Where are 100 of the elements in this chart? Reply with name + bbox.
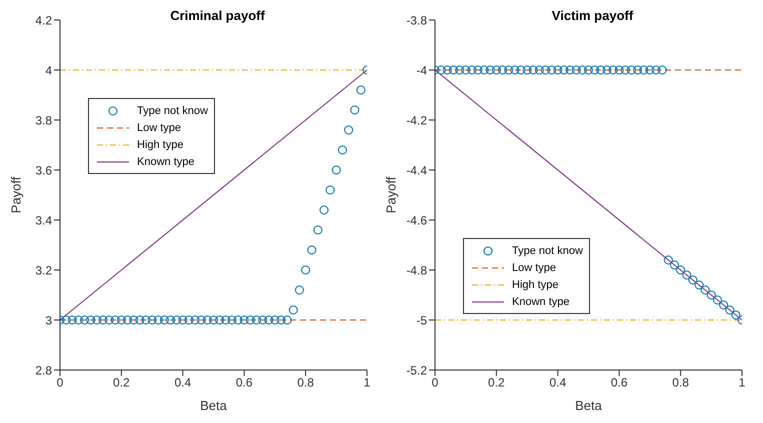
y-tick-label: 3.8 bbox=[35, 113, 52, 128]
point bbox=[534, 66, 544, 74]
x-tick-label: 0.6 bbox=[610, 376, 628, 390]
point bbox=[626, 66, 636, 74]
point bbox=[221, 316, 230, 324]
chart-title: Victim payoff bbox=[550, 8, 634, 23]
point bbox=[129, 316, 138, 324]
y-tick-label: -4.2 bbox=[406, 113, 428, 128]
point bbox=[154, 316, 163, 324]
legend-label: Known type bbox=[512, 296, 570, 308]
chart-title: Criminal payoff bbox=[169, 8, 266, 23]
point bbox=[553, 66, 562, 74]
point bbox=[658, 66, 667, 74]
point bbox=[332, 166, 341, 174]
point bbox=[288, 306, 298, 314]
point bbox=[719, 300, 728, 310]
x-tick-label: 0.4 bbox=[549, 376, 566, 390]
point bbox=[688, 276, 698, 284]
point bbox=[620, 66, 630, 74]
point bbox=[448, 66, 458, 74]
x-tick-label: 0.4 bbox=[174, 376, 192, 390]
point bbox=[578, 66, 587, 74]
point bbox=[584, 66, 593, 74]
point bbox=[190, 316, 200, 324]
point bbox=[215, 316, 224, 324]
point bbox=[313, 226, 322, 234]
y-tick-label: 3.2 bbox=[35, 263, 52, 278]
point bbox=[344, 126, 354, 134]
point bbox=[326, 186, 335, 194]
point bbox=[184, 316, 194, 324]
point bbox=[633, 66, 642, 74]
point bbox=[98, 316, 108, 324]
point bbox=[320, 206, 329, 214]
point bbox=[516, 66, 526, 74]
y-tick-label: -3.8 bbox=[406, 13, 428, 28]
point bbox=[664, 256, 673, 264]
point bbox=[160, 316, 169, 324]
x-tick-label: 0.2 bbox=[113, 376, 130, 390]
point bbox=[473, 66, 482, 74]
point bbox=[486, 66, 495, 74]
point bbox=[172, 316, 182, 324]
x-tick-label: 0 bbox=[56, 376, 64, 390]
point bbox=[652, 66, 661, 74]
point bbox=[670, 260, 679, 270]
point bbox=[510, 66, 520, 74]
point bbox=[541, 66, 550, 74]
point bbox=[547, 66, 556, 74]
y-tick-label: -4.6 bbox=[406, 213, 428, 228]
point bbox=[301, 266, 310, 274]
point bbox=[442, 66, 452, 74]
point bbox=[209, 316, 218, 324]
point bbox=[338, 146, 347, 154]
point bbox=[86, 316, 96, 324]
x-axis-title: Beta bbox=[200, 398, 228, 413]
point bbox=[639, 66, 648, 74]
y-tick-label: -4.4 bbox=[406, 163, 428, 178]
point bbox=[227, 316, 236, 324]
x-tick-label: 0.6 bbox=[236, 376, 253, 390]
point bbox=[68, 316, 77, 324]
x-tick-label: 0 bbox=[432, 376, 439, 390]
point bbox=[166, 316, 176, 324]
point bbox=[135, 316, 144, 324]
y-tick-label: 3.6 bbox=[35, 163, 52, 178]
y-tick-label: 3.4 bbox=[35, 213, 52, 228]
point bbox=[596, 66, 606, 74]
y-tick-label: -5.2 bbox=[406, 363, 428, 378]
legend-label: Type not know bbox=[512, 244, 583, 256]
point bbox=[602, 66, 612, 74]
point bbox=[504, 66, 514, 74]
point bbox=[645, 66, 654, 74]
point bbox=[252, 316, 261, 324]
point bbox=[110, 316, 120, 324]
point bbox=[148, 316, 157, 324]
x-axis-title: Beta bbox=[575, 398, 603, 413]
legend-label: High type bbox=[137, 138, 184, 150]
point bbox=[141, 316, 150, 324]
point bbox=[614, 66, 624, 74]
point bbox=[264, 316, 274, 324]
point bbox=[455, 66, 464, 74]
point bbox=[608, 66, 618, 74]
y-tick-label: -4 bbox=[416, 63, 428, 78]
point bbox=[694, 280, 704, 290]
point bbox=[712, 296, 722, 304]
legend-label: Known type bbox=[137, 156, 194, 168]
point bbox=[246, 316, 255, 324]
point bbox=[276, 316, 286, 324]
point bbox=[270, 316, 280, 324]
y-tick-label: 3 bbox=[45, 313, 52, 328]
point bbox=[725, 306, 734, 314]
point bbox=[566, 66, 575, 74]
point bbox=[682, 270, 692, 280]
y-axis-title: Payoff bbox=[384, 176, 399, 214]
legend-label: High type bbox=[512, 278, 558, 290]
point bbox=[104, 316, 114, 324]
point bbox=[202, 316, 212, 324]
point bbox=[294, 286, 304, 294]
y-tick-label: 4.2 bbox=[35, 13, 52, 28]
point bbox=[572, 66, 581, 74]
point bbox=[116, 316, 126, 324]
point bbox=[307, 246, 316, 254]
